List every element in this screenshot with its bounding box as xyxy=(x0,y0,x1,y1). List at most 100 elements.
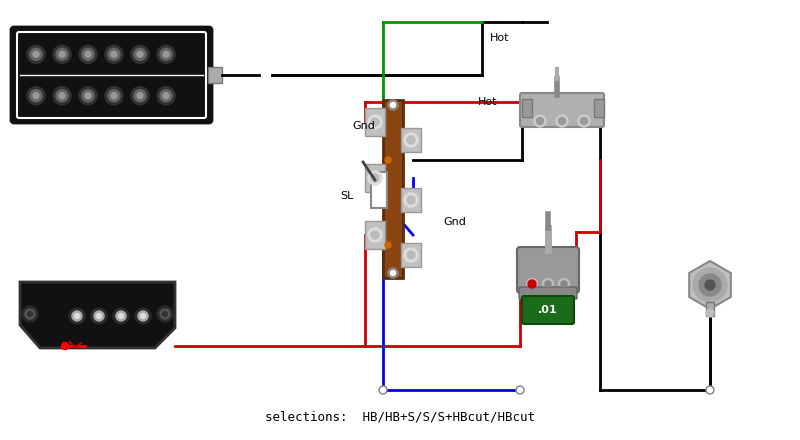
FancyBboxPatch shape xyxy=(520,93,604,127)
Circle shape xyxy=(82,48,94,60)
Circle shape xyxy=(160,309,170,319)
Circle shape xyxy=(53,87,71,105)
Circle shape xyxy=(105,87,123,105)
Circle shape xyxy=(25,309,35,319)
Bar xyxy=(371,172,387,208)
Circle shape xyxy=(390,103,395,107)
Circle shape xyxy=(558,279,570,290)
Circle shape xyxy=(368,115,382,129)
Circle shape xyxy=(134,90,146,102)
Circle shape xyxy=(111,51,117,57)
Circle shape xyxy=(388,268,398,278)
Circle shape xyxy=(157,87,175,105)
Bar xyxy=(401,188,421,212)
Circle shape xyxy=(131,87,149,105)
Circle shape xyxy=(404,133,418,147)
Text: .01: .01 xyxy=(538,305,558,315)
FancyBboxPatch shape xyxy=(522,296,574,324)
Circle shape xyxy=(72,311,82,321)
Circle shape xyxy=(157,45,175,63)
Circle shape xyxy=(388,100,398,110)
Text: Gnd: Gnd xyxy=(443,217,466,227)
Bar xyxy=(522,99,532,117)
Bar xyxy=(706,302,714,316)
Circle shape xyxy=(371,231,379,239)
Circle shape xyxy=(79,87,97,105)
Bar xyxy=(401,243,421,267)
Circle shape xyxy=(22,306,38,322)
Text: Gnd: Gnd xyxy=(352,121,375,131)
Circle shape xyxy=(407,136,415,144)
Circle shape xyxy=(368,171,382,185)
Text: SL: SL xyxy=(340,191,354,201)
Circle shape xyxy=(706,386,714,394)
Bar xyxy=(594,99,604,117)
Circle shape xyxy=(111,93,117,99)
Circle shape xyxy=(27,312,33,316)
Circle shape xyxy=(157,306,173,322)
Circle shape xyxy=(30,90,42,102)
Circle shape xyxy=(27,45,45,63)
Circle shape xyxy=(390,271,395,275)
Circle shape xyxy=(27,87,45,105)
Circle shape xyxy=(385,242,391,248)
FancyBboxPatch shape xyxy=(517,247,579,293)
Circle shape xyxy=(131,45,149,63)
Bar xyxy=(208,67,222,83)
Circle shape xyxy=(108,48,120,60)
Circle shape xyxy=(558,117,566,125)
Circle shape xyxy=(113,308,129,324)
Bar xyxy=(365,108,385,136)
Circle shape xyxy=(518,388,522,392)
Circle shape xyxy=(135,308,151,324)
Circle shape xyxy=(30,48,42,60)
Circle shape xyxy=(118,313,123,319)
Circle shape xyxy=(105,45,123,63)
Polygon shape xyxy=(20,282,175,348)
Circle shape xyxy=(94,311,104,321)
Circle shape xyxy=(529,281,535,287)
Circle shape xyxy=(160,90,172,102)
Circle shape xyxy=(138,311,148,321)
Bar xyxy=(383,100,403,278)
Circle shape xyxy=(693,268,727,302)
Circle shape xyxy=(404,248,418,262)
Text: Hot: Hot xyxy=(490,33,510,43)
FancyBboxPatch shape xyxy=(519,287,577,299)
Circle shape xyxy=(33,93,39,99)
Circle shape xyxy=(407,251,415,259)
Circle shape xyxy=(56,48,68,60)
Bar xyxy=(365,221,385,249)
Circle shape xyxy=(581,117,587,125)
Circle shape xyxy=(706,309,714,317)
Bar xyxy=(365,164,385,192)
Circle shape xyxy=(56,90,68,102)
Circle shape xyxy=(116,311,126,321)
Circle shape xyxy=(705,280,715,290)
Circle shape xyxy=(545,281,551,287)
Circle shape xyxy=(33,51,39,57)
Circle shape xyxy=(556,115,568,127)
Circle shape xyxy=(82,90,94,102)
Circle shape xyxy=(526,279,538,290)
Circle shape xyxy=(368,228,382,242)
Circle shape xyxy=(578,115,590,127)
Circle shape xyxy=(134,48,146,60)
Circle shape xyxy=(59,51,65,57)
Circle shape xyxy=(85,93,91,99)
Circle shape xyxy=(163,51,169,57)
Circle shape xyxy=(371,118,379,126)
Bar xyxy=(401,128,421,152)
Circle shape xyxy=(53,45,71,63)
Circle shape xyxy=(137,93,143,99)
Circle shape xyxy=(97,313,102,319)
Circle shape xyxy=(528,280,536,288)
Circle shape xyxy=(516,386,524,394)
Circle shape xyxy=(699,274,721,296)
Circle shape xyxy=(163,93,169,99)
Circle shape xyxy=(85,51,91,57)
Circle shape xyxy=(371,174,379,182)
Circle shape xyxy=(561,281,567,287)
Circle shape xyxy=(385,157,391,163)
Text: selections:  HB/HB+S/S/S+HBcut/HBcut: selections: HB/HB+S/S/S+HBcut/HBcut xyxy=(265,411,535,423)
